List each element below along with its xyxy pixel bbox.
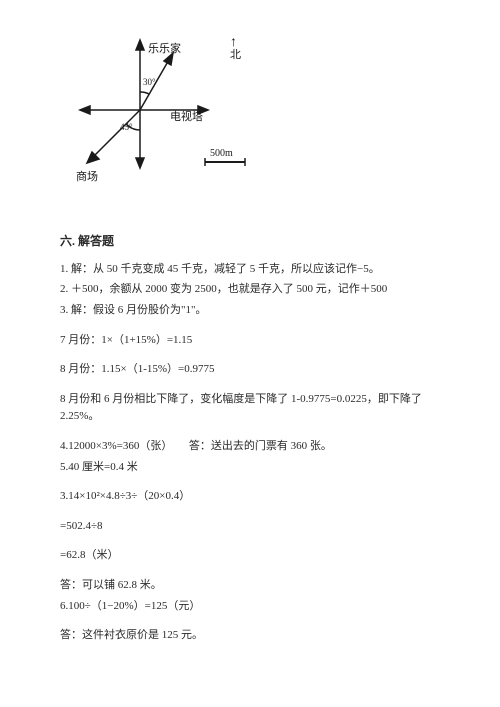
- answer-item-1: 1. 解：从 50 千克变成 45 千克，减轻了 5 千克，所以应该记作−5。: [60, 261, 450, 279]
- compass-diagram: 乐乐家 北 ↑ 电视塔 商场 30° 45° 500m: [70, 30, 450, 212]
- calc-line: 7 月份：1×（1+15%）=1.15: [60, 332, 450, 350]
- text-line: 1. 解：从 50 千克变成 45 千克，减轻了 5 千克，所以应该记作−5。: [60, 261, 450, 279]
- calc-line: 3.14×10²×4.8÷3÷（20×0.4）: [60, 488, 450, 506]
- answer-item-5a: 5.40 厘米=0.4 米: [60, 459, 450, 477]
- label-top: 乐乐家: [148, 41, 181, 55]
- north-arrow: ↑: [230, 35, 237, 50]
- label-angle1: 30°: [143, 77, 156, 87]
- label-scale: 500m: [210, 148, 233, 159]
- diagram-svg: 乐乐家 北 ↑ 电视塔 商场 30° 45° 500m: [70, 30, 260, 205]
- label-bottomleft: 商场: [76, 169, 98, 183]
- text-line: 3. 解：假设 6 月份股价为"1"。: [60, 302, 450, 320]
- answer-item-3: 3. 解：假设 6 月份股价为"1"。: [60, 302, 450, 320]
- answer-item-2: 2. ＋500，余额从 2000 变为 2500，也就是存入了 500 元，记作…: [60, 281, 450, 299]
- answer-item-6: 6.100÷（1−20%）=125（元）: [60, 598, 450, 616]
- answer-5: 答：可以铺 62.8 米。: [60, 577, 450, 595]
- label-angle2: 45°: [120, 122, 133, 132]
- answer-item-4: 4.12000×3%=360（张） 答：送出去的门票有 360 张。: [60, 438, 450, 456]
- calc-line: =502.4÷8: [60, 518, 450, 536]
- section-title: 六. 解答题: [60, 232, 450, 251]
- calc-line: 8 月份和 6 月份相比下降了，变化幅度是下降了 1-0.9775=0.0225…: [60, 391, 450, 426]
- calc-line: 8 月份：1.15×（1-15%）=0.9775: [60, 361, 450, 379]
- calc-line: =62.8（米）: [60, 547, 450, 565]
- label-right: 电视塔: [170, 109, 203, 123]
- text-line: 2. ＋500，余额从 2000 变为 2500，也就是存入了 500 元，记作…: [60, 281, 450, 299]
- answer-6: 答：这件衬衣原价是 125 元。: [60, 627, 450, 645]
